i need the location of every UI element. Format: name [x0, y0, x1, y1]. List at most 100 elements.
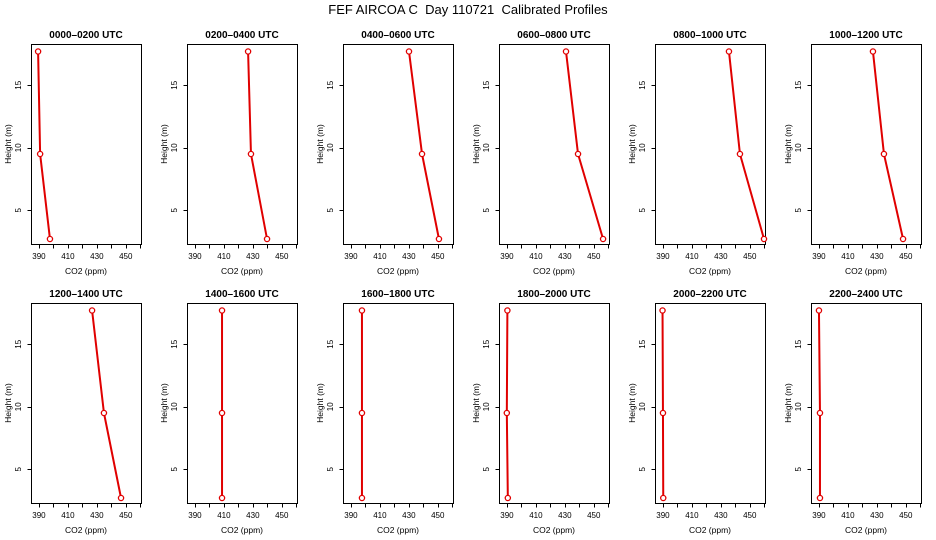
plot-frame [811, 303, 922, 504]
panel-title: 1600–1800 UTC [361, 289, 434, 300]
x-axis-label: CO2 (ppm) [845, 525, 887, 535]
data-point [574, 150, 582, 158]
x-tick-label: 430 [90, 511, 104, 520]
panel: 1000–1200 UTC 390 410 430 450 5 10 15 CO2 (ppm) H… [783, 30, 922, 276]
profile-line [408, 50, 440, 240]
y-tick-label: 10 [326, 402, 335, 411]
data-point [218, 494, 226, 502]
x-axis-label: CO2 (ppm) [65, 525, 107, 535]
panel-title: 2200–2400 UTC [829, 289, 902, 300]
panel: 1800–2000 UTC 390 410 430 450 5 10 15 CO2 (ppm) H… [471, 289, 610, 535]
x-tick-label: 410 [61, 511, 75, 520]
y-axis-label: Height (m) [159, 124, 169, 164]
x-axis-label: CO2 (ppm) [65, 266, 107, 276]
y-tick-label: 5 [638, 466, 647, 471]
y-axis-label: Height (m) [783, 124, 793, 164]
data-point [358, 409, 366, 417]
x-tick-label: 450 [119, 252, 133, 261]
x-tick-label: 450 [431, 511, 445, 520]
plot-frame [499, 303, 610, 504]
panel-title: 0200–0400 UTC [205, 30, 278, 41]
y-tick-label: 15 [794, 339, 803, 348]
x-tick-label: 410 [841, 511, 855, 520]
data-point [244, 48, 252, 55]
y-tick-label: 5 [638, 207, 647, 212]
x-tick-label: 450 [899, 511, 913, 520]
y-axis-label: Height (m) [471, 383, 481, 423]
x-tick-label: 410 [529, 252, 543, 261]
x-axis-label: CO2 (ppm) [845, 266, 887, 276]
panel-title: 1800–2000 UTC [517, 289, 590, 300]
data-point [725, 48, 733, 55]
data-point [34, 48, 42, 55]
x-tick-label: 390 [656, 252, 670, 261]
x-tick-label: 410 [217, 252, 231, 261]
y-tick-label: 10 [14, 402, 23, 411]
y-tick-label: 10 [794, 143, 803, 152]
y-tick-label: 5 [482, 466, 491, 471]
x-axis-label: CO2 (ppm) [689, 266, 731, 276]
plot-frame [811, 44, 922, 245]
x-tick-label: 390 [344, 511, 358, 520]
x-tick-label: 450 [587, 511, 601, 520]
panel-title: 1400–1600 UTC [205, 289, 278, 300]
y-tick-label: 5 [170, 207, 179, 212]
data-point [358, 494, 366, 502]
y-axis-label: Height (m) [159, 383, 169, 423]
plot-frame [655, 44, 766, 245]
data-point [899, 235, 907, 243]
x-tick-label: 410 [685, 252, 699, 261]
profile-line [727, 50, 765, 240]
x-axis-label: CO2 (ppm) [533, 525, 575, 535]
plot-frame [343, 303, 454, 504]
y-tick-label: 10 [794, 402, 803, 411]
x-tick-label: 450 [743, 252, 757, 261]
y-tick-label: 10 [326, 143, 335, 152]
y-axis-label: Height (m) [3, 383, 13, 423]
x-tick-label: 430 [246, 511, 260, 520]
x-tick-label: 410 [529, 511, 543, 520]
plot-frame [343, 44, 454, 245]
profile-line [661, 309, 665, 499]
profile-line [91, 309, 123, 499]
x-tick-label: 390 [188, 511, 202, 520]
y-tick-label: 10 [638, 402, 647, 411]
panel-title: 1000–1200 UTC [829, 30, 902, 41]
panel-title: 2000–2200 UTC [673, 289, 746, 300]
y-tick-label: 5 [326, 207, 335, 212]
data-point [88, 307, 96, 314]
profile-line [247, 50, 269, 240]
panels: 0000–0200 UTC 390 410 430 450 5 10 15 CO2 (ppm) H… [3, 30, 922, 535]
y-tick-label: 15 [14, 339, 23, 348]
y-tick-label: 5 [794, 207, 803, 212]
panel: 2000–2200 UTC 390 410 430 450 5 10 15 CO2 (ppm) H… [627, 289, 766, 535]
x-tick-label: 430 [870, 511, 884, 520]
x-axis-label: CO2 (ppm) [533, 266, 575, 276]
x-tick-label: 390 [500, 511, 514, 520]
y-tick-label: 5 [170, 466, 179, 471]
x-tick-label: 450 [275, 252, 289, 261]
y-tick-label: 10 [170, 143, 179, 152]
data-point [218, 307, 226, 314]
y-axis-label: Height (m) [783, 383, 793, 423]
x-tick-label: 430 [246, 252, 260, 261]
y-tick-label: 5 [794, 466, 803, 471]
plot-frame [499, 44, 610, 245]
y-tick-label: 15 [170, 339, 179, 348]
panel-title: 0000–0200 UTC [49, 30, 122, 41]
x-tick-label: 390 [812, 252, 826, 261]
y-tick-label: 10 [14, 143, 23, 152]
panel: 0000–0200 UTC 390 410 430 450 5 10 15 CO2 (ppm) H… [3, 30, 142, 276]
data-point [869, 48, 877, 55]
data-point [504, 307, 511, 314]
profile-line [37, 50, 51, 240]
x-tick-label: 390 [32, 252, 46, 261]
data-point [504, 494, 512, 502]
y-tick-label: 15 [170, 80, 179, 89]
data-point [599, 235, 607, 243]
x-tick-label: 390 [812, 511, 826, 520]
panel-title: 0600–0800 UTC [517, 30, 590, 41]
x-axis-label: CO2 (ppm) [221, 266, 263, 276]
data-point [760, 235, 768, 243]
data-point [46, 235, 54, 243]
